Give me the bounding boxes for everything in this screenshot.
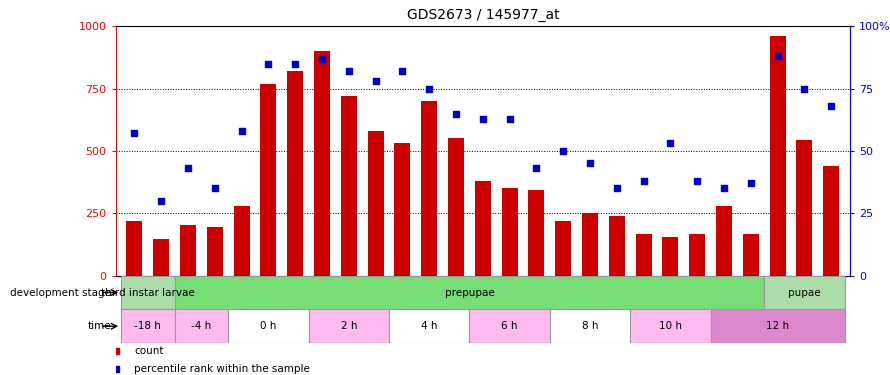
Text: 10 h: 10 h xyxy=(659,321,682,331)
Bar xyxy=(448,138,464,276)
Point xyxy=(716,185,731,191)
Point xyxy=(583,160,597,166)
Bar xyxy=(228,309,309,343)
Bar xyxy=(743,234,759,276)
Point xyxy=(288,61,303,67)
Point xyxy=(181,165,195,171)
Bar xyxy=(421,101,437,276)
Bar xyxy=(765,276,845,309)
Point xyxy=(690,178,704,184)
Bar xyxy=(126,221,142,276)
Text: percentile rank within the sample: percentile rank within the sample xyxy=(134,364,310,374)
Bar xyxy=(716,206,732,276)
Bar xyxy=(630,309,710,343)
Bar xyxy=(341,96,357,276)
Bar xyxy=(174,309,228,343)
Bar xyxy=(770,36,786,276)
Bar xyxy=(550,309,630,343)
Text: 8 h: 8 h xyxy=(582,321,598,331)
Bar xyxy=(206,227,222,276)
Text: 6 h: 6 h xyxy=(501,321,518,331)
Point xyxy=(262,61,276,67)
Bar xyxy=(121,309,174,343)
Point xyxy=(744,180,758,186)
Point xyxy=(530,165,544,171)
Bar xyxy=(174,276,765,309)
Bar xyxy=(797,140,813,276)
Bar xyxy=(555,221,571,276)
Point xyxy=(154,198,168,204)
Text: third instar larvae: third instar larvae xyxy=(101,288,195,297)
Bar xyxy=(287,71,303,276)
Text: count: count xyxy=(134,346,164,356)
Bar xyxy=(368,131,384,276)
Text: -4 h: -4 h xyxy=(191,321,212,331)
Point xyxy=(342,68,356,74)
Bar xyxy=(502,188,518,276)
Point xyxy=(207,185,222,191)
Text: -18 h: -18 h xyxy=(134,321,161,331)
Bar xyxy=(635,234,651,276)
Point xyxy=(395,68,409,74)
Bar xyxy=(609,216,625,276)
Text: time: time xyxy=(87,321,111,331)
Text: development stage: development stage xyxy=(11,288,111,297)
Point xyxy=(127,130,142,136)
Text: 0 h: 0 h xyxy=(260,321,277,331)
Bar xyxy=(309,309,389,343)
Bar xyxy=(469,309,550,343)
Point xyxy=(771,53,785,59)
Text: prepupae: prepupae xyxy=(444,288,494,297)
Point xyxy=(663,141,677,147)
Point xyxy=(556,148,570,154)
Text: 12 h: 12 h xyxy=(766,321,789,331)
Text: GDS2673 / 145977_at: GDS2673 / 145977_at xyxy=(407,9,559,22)
Bar xyxy=(389,309,469,343)
Text: pupae: pupae xyxy=(788,288,821,297)
Text: 2 h: 2 h xyxy=(341,321,357,331)
Point xyxy=(610,185,624,191)
Point xyxy=(235,128,249,134)
Point xyxy=(449,111,463,117)
Point xyxy=(315,56,329,62)
Point xyxy=(797,86,812,92)
Bar xyxy=(474,181,491,276)
Point xyxy=(422,86,436,92)
Bar xyxy=(689,234,705,276)
Bar xyxy=(121,276,174,309)
Bar xyxy=(153,240,169,276)
Point xyxy=(475,116,490,122)
Point xyxy=(368,78,383,84)
Bar xyxy=(180,225,196,276)
Point xyxy=(824,103,838,109)
Bar xyxy=(314,51,330,276)
Bar xyxy=(662,237,678,276)
Bar xyxy=(261,84,277,276)
Bar xyxy=(233,206,250,276)
Bar xyxy=(582,213,598,276)
Text: 4 h: 4 h xyxy=(421,321,438,331)
Bar xyxy=(710,309,845,343)
Bar xyxy=(394,144,410,276)
Point xyxy=(636,178,651,184)
Point xyxy=(503,116,517,122)
Bar xyxy=(529,190,545,276)
Bar xyxy=(823,166,839,276)
